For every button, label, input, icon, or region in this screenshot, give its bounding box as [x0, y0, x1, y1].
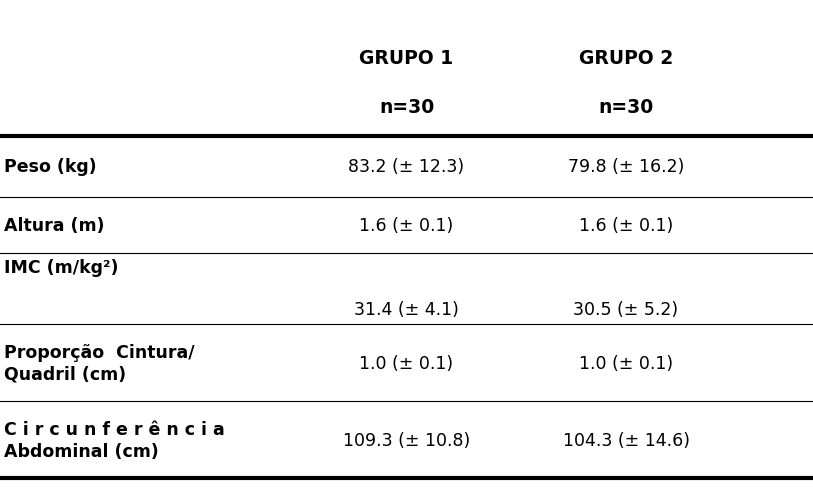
Text: 83.2 (± 12.3): 83.2 (± 12.3) — [349, 158, 464, 176]
Text: IMC (m/kg²): IMC (m/kg²) — [4, 259, 119, 276]
Text: 1.6 (± 0.1): 1.6 (± 0.1) — [359, 216, 454, 234]
Text: Peso (kg): Peso (kg) — [4, 158, 97, 176]
Text: Altura (m): Altura (m) — [4, 216, 105, 234]
Text: 31.4 (± 4.1): 31.4 (± 4.1) — [354, 300, 459, 318]
Text: Abdominal (cm): Abdominal (cm) — [4, 442, 159, 460]
Text: GRUPO 1: GRUPO 1 — [359, 49, 454, 68]
Text: 79.8 (± 16.2): 79.8 (± 16.2) — [567, 158, 685, 176]
Text: Quadril (cm): Quadril (cm) — [4, 365, 126, 383]
Text: 30.5 (± 5.2): 30.5 (± 5.2) — [573, 300, 679, 318]
Text: n=30: n=30 — [379, 98, 434, 117]
Text: C i r c u n f e r ê n c i a: C i r c u n f e r ê n c i a — [4, 420, 225, 438]
Text: 104.3 (± 14.6): 104.3 (± 14.6) — [563, 431, 689, 449]
Text: Proporção  Cintura/: Proporção Cintura/ — [4, 344, 194, 361]
Text: 1.0 (± 0.1): 1.0 (± 0.1) — [359, 354, 454, 372]
Text: 1.0 (± 0.1): 1.0 (± 0.1) — [579, 354, 673, 372]
Text: 1.6 (± 0.1): 1.6 (± 0.1) — [579, 216, 673, 234]
Text: n=30: n=30 — [598, 98, 654, 117]
Text: GRUPO 2: GRUPO 2 — [579, 49, 673, 68]
Text: 109.3 (± 10.8): 109.3 (± 10.8) — [343, 431, 470, 449]
